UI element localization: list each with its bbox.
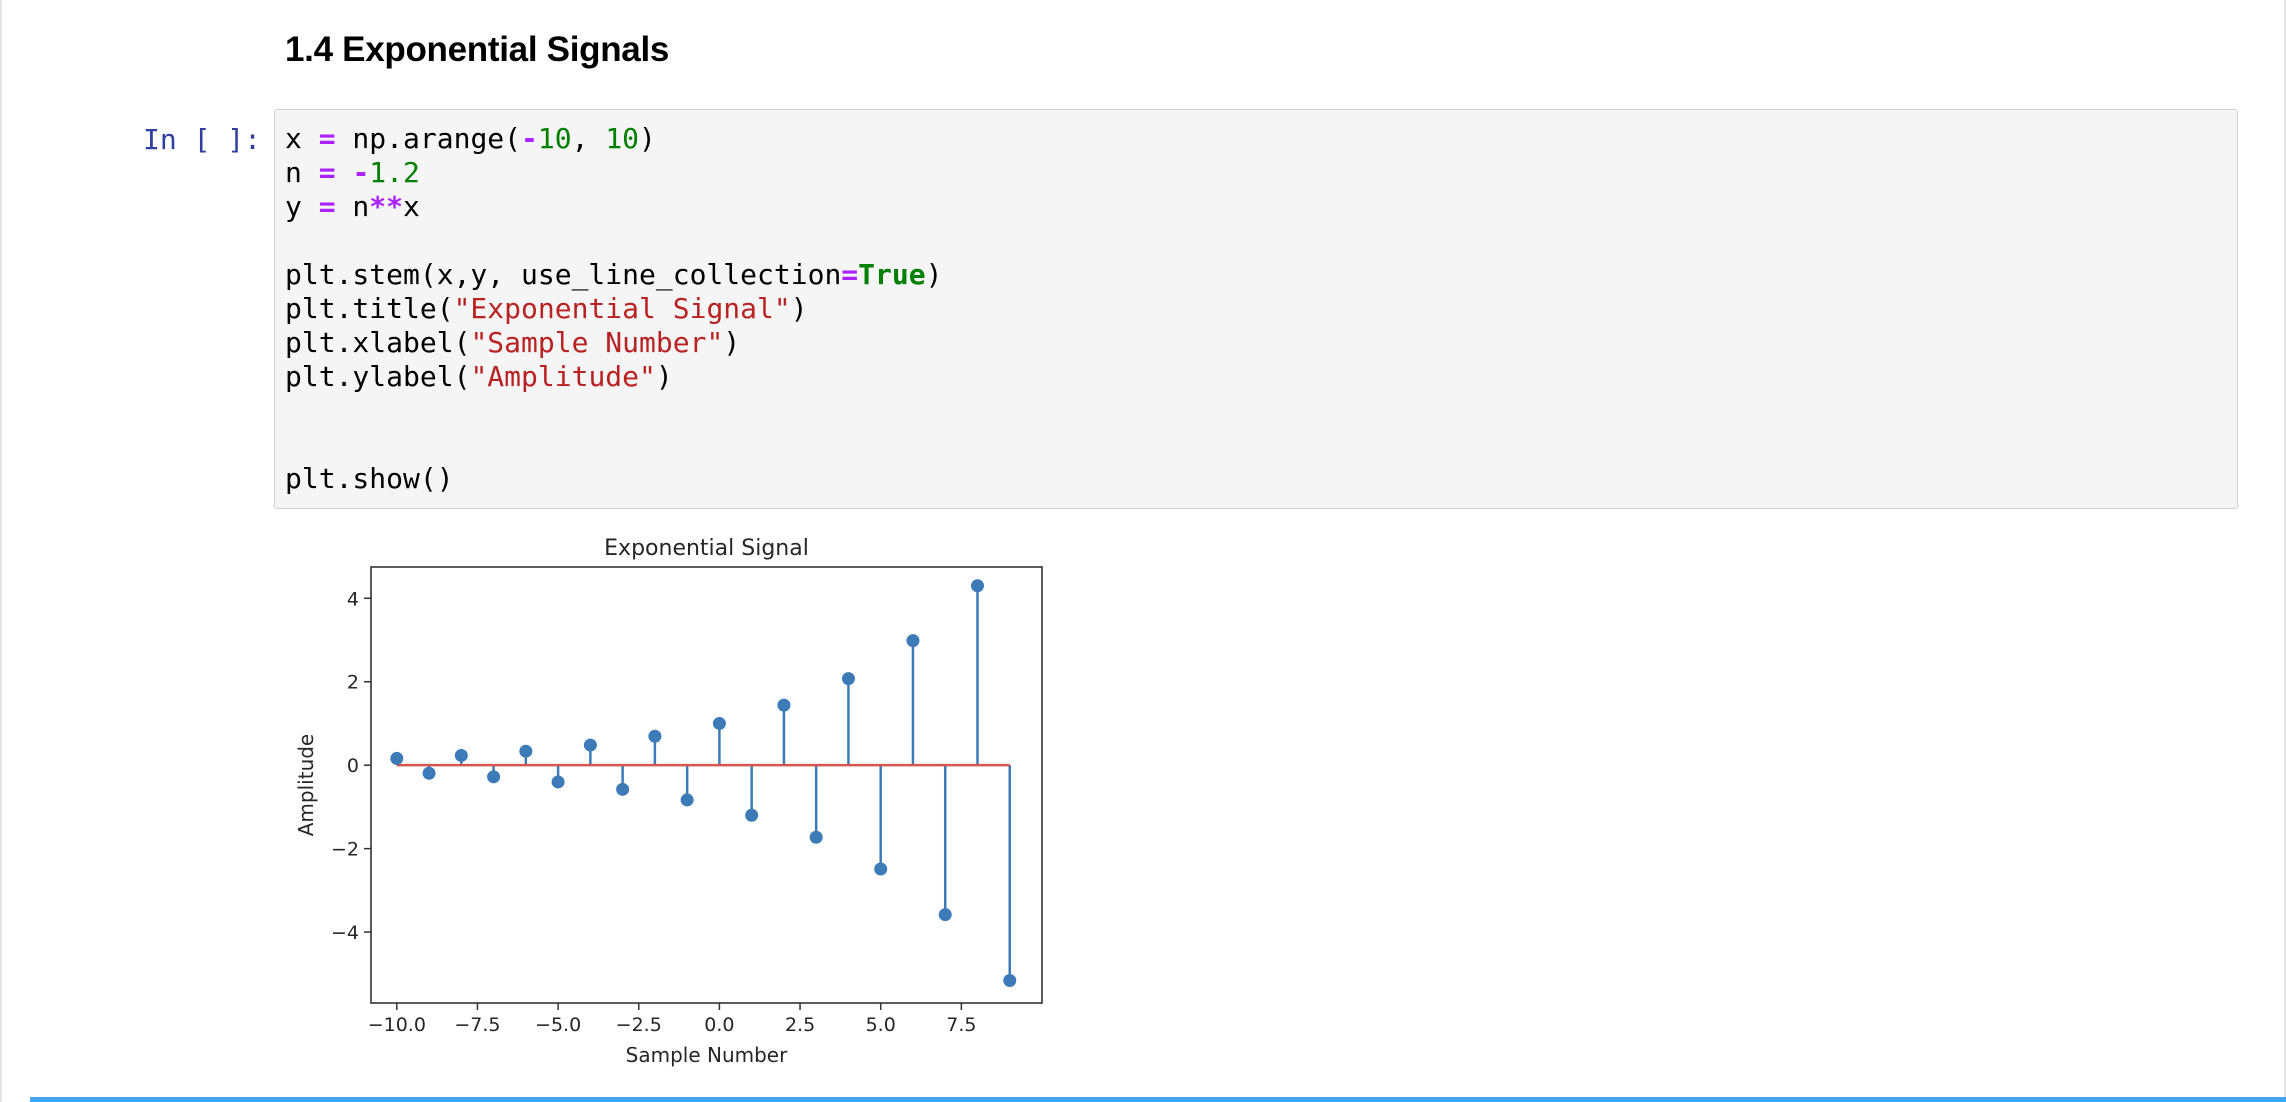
x-tick-label: −2.5 — [616, 1014, 662, 1036]
stem-marker — [390, 751, 404, 765]
notebook-right-border — [2284, 0, 2286, 1102]
code-lines[interactable]: x = np.arange(-10, 10) n = -1.2 y = n**x pl… — [285, 122, 942, 496]
code-token: plt.title( — [285, 292, 454, 325]
x-tick-label: 7.5 — [946, 1014, 976, 1036]
stem-marker — [648, 729, 662, 743]
stem-marker — [777, 698, 791, 712]
code-token: "Sample Number" — [470, 326, 724, 359]
stem-marker — [938, 908, 952, 922]
code-token: y — [285, 190, 319, 223]
code-line — [285, 394, 942, 428]
y-axis-label: Amplitude — [294, 734, 318, 837]
code-cell-editor[interactable]: x = np.arange(-10, 10) n = -1.2 y = n**x pl… — [274, 109, 2238, 509]
stem-marker — [745, 808, 759, 822]
code-token — [336, 156, 353, 189]
code-line: x = np.arange(-10, 10) — [285, 122, 942, 156]
stem-marker — [970, 579, 984, 593]
cell-output: Exponential Signal Sample Number Amplitu… — [285, 525, 1060, 1075]
code-line — [285, 428, 942, 462]
code-line: plt.ylabel("Amplitude") — [285, 360, 942, 394]
stem-marker — [809, 830, 823, 844]
input-prompt: In [ ]: — [143, 123, 262, 156]
stem-marker — [519, 744, 533, 758]
stem-marker — [551, 775, 565, 789]
code-token: ) — [790, 292, 808, 325]
code-token: ) — [723, 326, 741, 359]
stem-marker — [874, 862, 888, 876]
code-token: = — [841, 258, 859, 291]
code-line: n = -1.2 — [285, 156, 942, 190]
stem-marker — [487, 770, 501, 784]
code-token: x — [285, 122, 319, 155]
code-line — [285, 224, 942, 258]
stem-chart: Exponential Signal Sample Number Amplitu… — [294, 536, 1043, 1067]
code-token: x — [403, 190, 420, 223]
code-token: plt.xlabel( — [285, 326, 471, 359]
stem-marker — [680, 793, 694, 807]
code-token: , — [571, 122, 606, 155]
x-tick-label: 0.0 — [704, 1014, 734, 1036]
stem-lines — [395, 585, 1011, 981]
code-token: "Exponential Signal" — [453, 292, 791, 325]
code-token: n — [335, 190, 370, 223]
code-token: = — [318, 190, 336, 223]
x-tick-label: 5.0 — [866, 1014, 896, 1036]
code-token: plt.ylabel( — [285, 360, 471, 393]
code-token: ) — [639, 122, 656, 155]
x-axis-ticks: −10.0 −7.5 −5.0 −2.5 0.0 2.5 5.0 7.5 — [368, 1003, 976, 1036]
x-axis-label: Sample Number — [626, 1043, 788, 1067]
y-tick-label: 0 — [347, 755, 359, 777]
code-token: np.arange( — [335, 122, 522, 155]
code-token: ) — [925, 258, 943, 291]
y-tick-label: 4 — [347, 588, 359, 610]
code-token: 10 — [605, 122, 640, 155]
code-token: plt.stem(x,y, use_line_collection — [285, 258, 842, 291]
stem-marker — [616, 782, 630, 796]
code-line: plt.title("Exponential Signal") — [285, 292, 942, 326]
code-token: = — [318, 156, 336, 189]
x-tick-label: 2.5 — [785, 1014, 815, 1036]
y-tick-label: −4 — [331, 922, 359, 944]
section-heading: 1.4 Exponential Signals — [285, 30, 670, 69]
stem-marker — [422, 766, 436, 780]
code-line: plt.xlabel("Sample Number") — [285, 326, 942, 360]
y-tick-label: −2 — [331, 839, 359, 861]
code-token: ) — [655, 360, 673, 393]
stem-marker — [454, 748, 468, 762]
code-line: y = n**x — [285, 190, 942, 224]
code-token: ** — [369, 190, 404, 223]
code-token: 1.2 — [369, 156, 420, 189]
stem-markers — [390, 579, 1017, 987]
y-tick-label: 2 — [347, 672, 359, 694]
stem-marker — [583, 738, 597, 752]
stem-marker — [712, 716, 726, 730]
code-token: - — [352, 156, 370, 189]
code-token: 10 — [537, 122, 572, 155]
code-token: = — [318, 122, 336, 155]
code-token: n — [285, 156, 319, 189]
code-token: True — [858, 258, 926, 291]
code-token: - — [521, 122, 538, 155]
x-tick-label: −5.0 — [535, 1014, 581, 1036]
cell-selection-bar — [30, 1097, 2286, 1102]
code-token: plt.show() — [285, 462, 454, 495]
code-line: plt.stem(x,y, use_line_collection=True) — [285, 258, 942, 292]
x-tick-label: −10.0 — [368, 1014, 426, 1036]
plot-frame — [370, 566, 1043, 1004]
chart-title: Exponential Signal — [604, 536, 809, 561]
stem-marker — [841, 672, 855, 686]
stem-marker — [1003, 973, 1017, 987]
stem-marker — [906, 634, 920, 648]
code-line: plt.show() — [285, 462, 942, 496]
notebook-left-border — [0, 0, 2, 1102]
y-axis-ticks: −4 −2 0 2 4 — [331, 588, 371, 944]
code-token: "Amplitude" — [470, 360, 656, 393]
x-tick-label: −7.5 — [454, 1014, 500, 1036]
